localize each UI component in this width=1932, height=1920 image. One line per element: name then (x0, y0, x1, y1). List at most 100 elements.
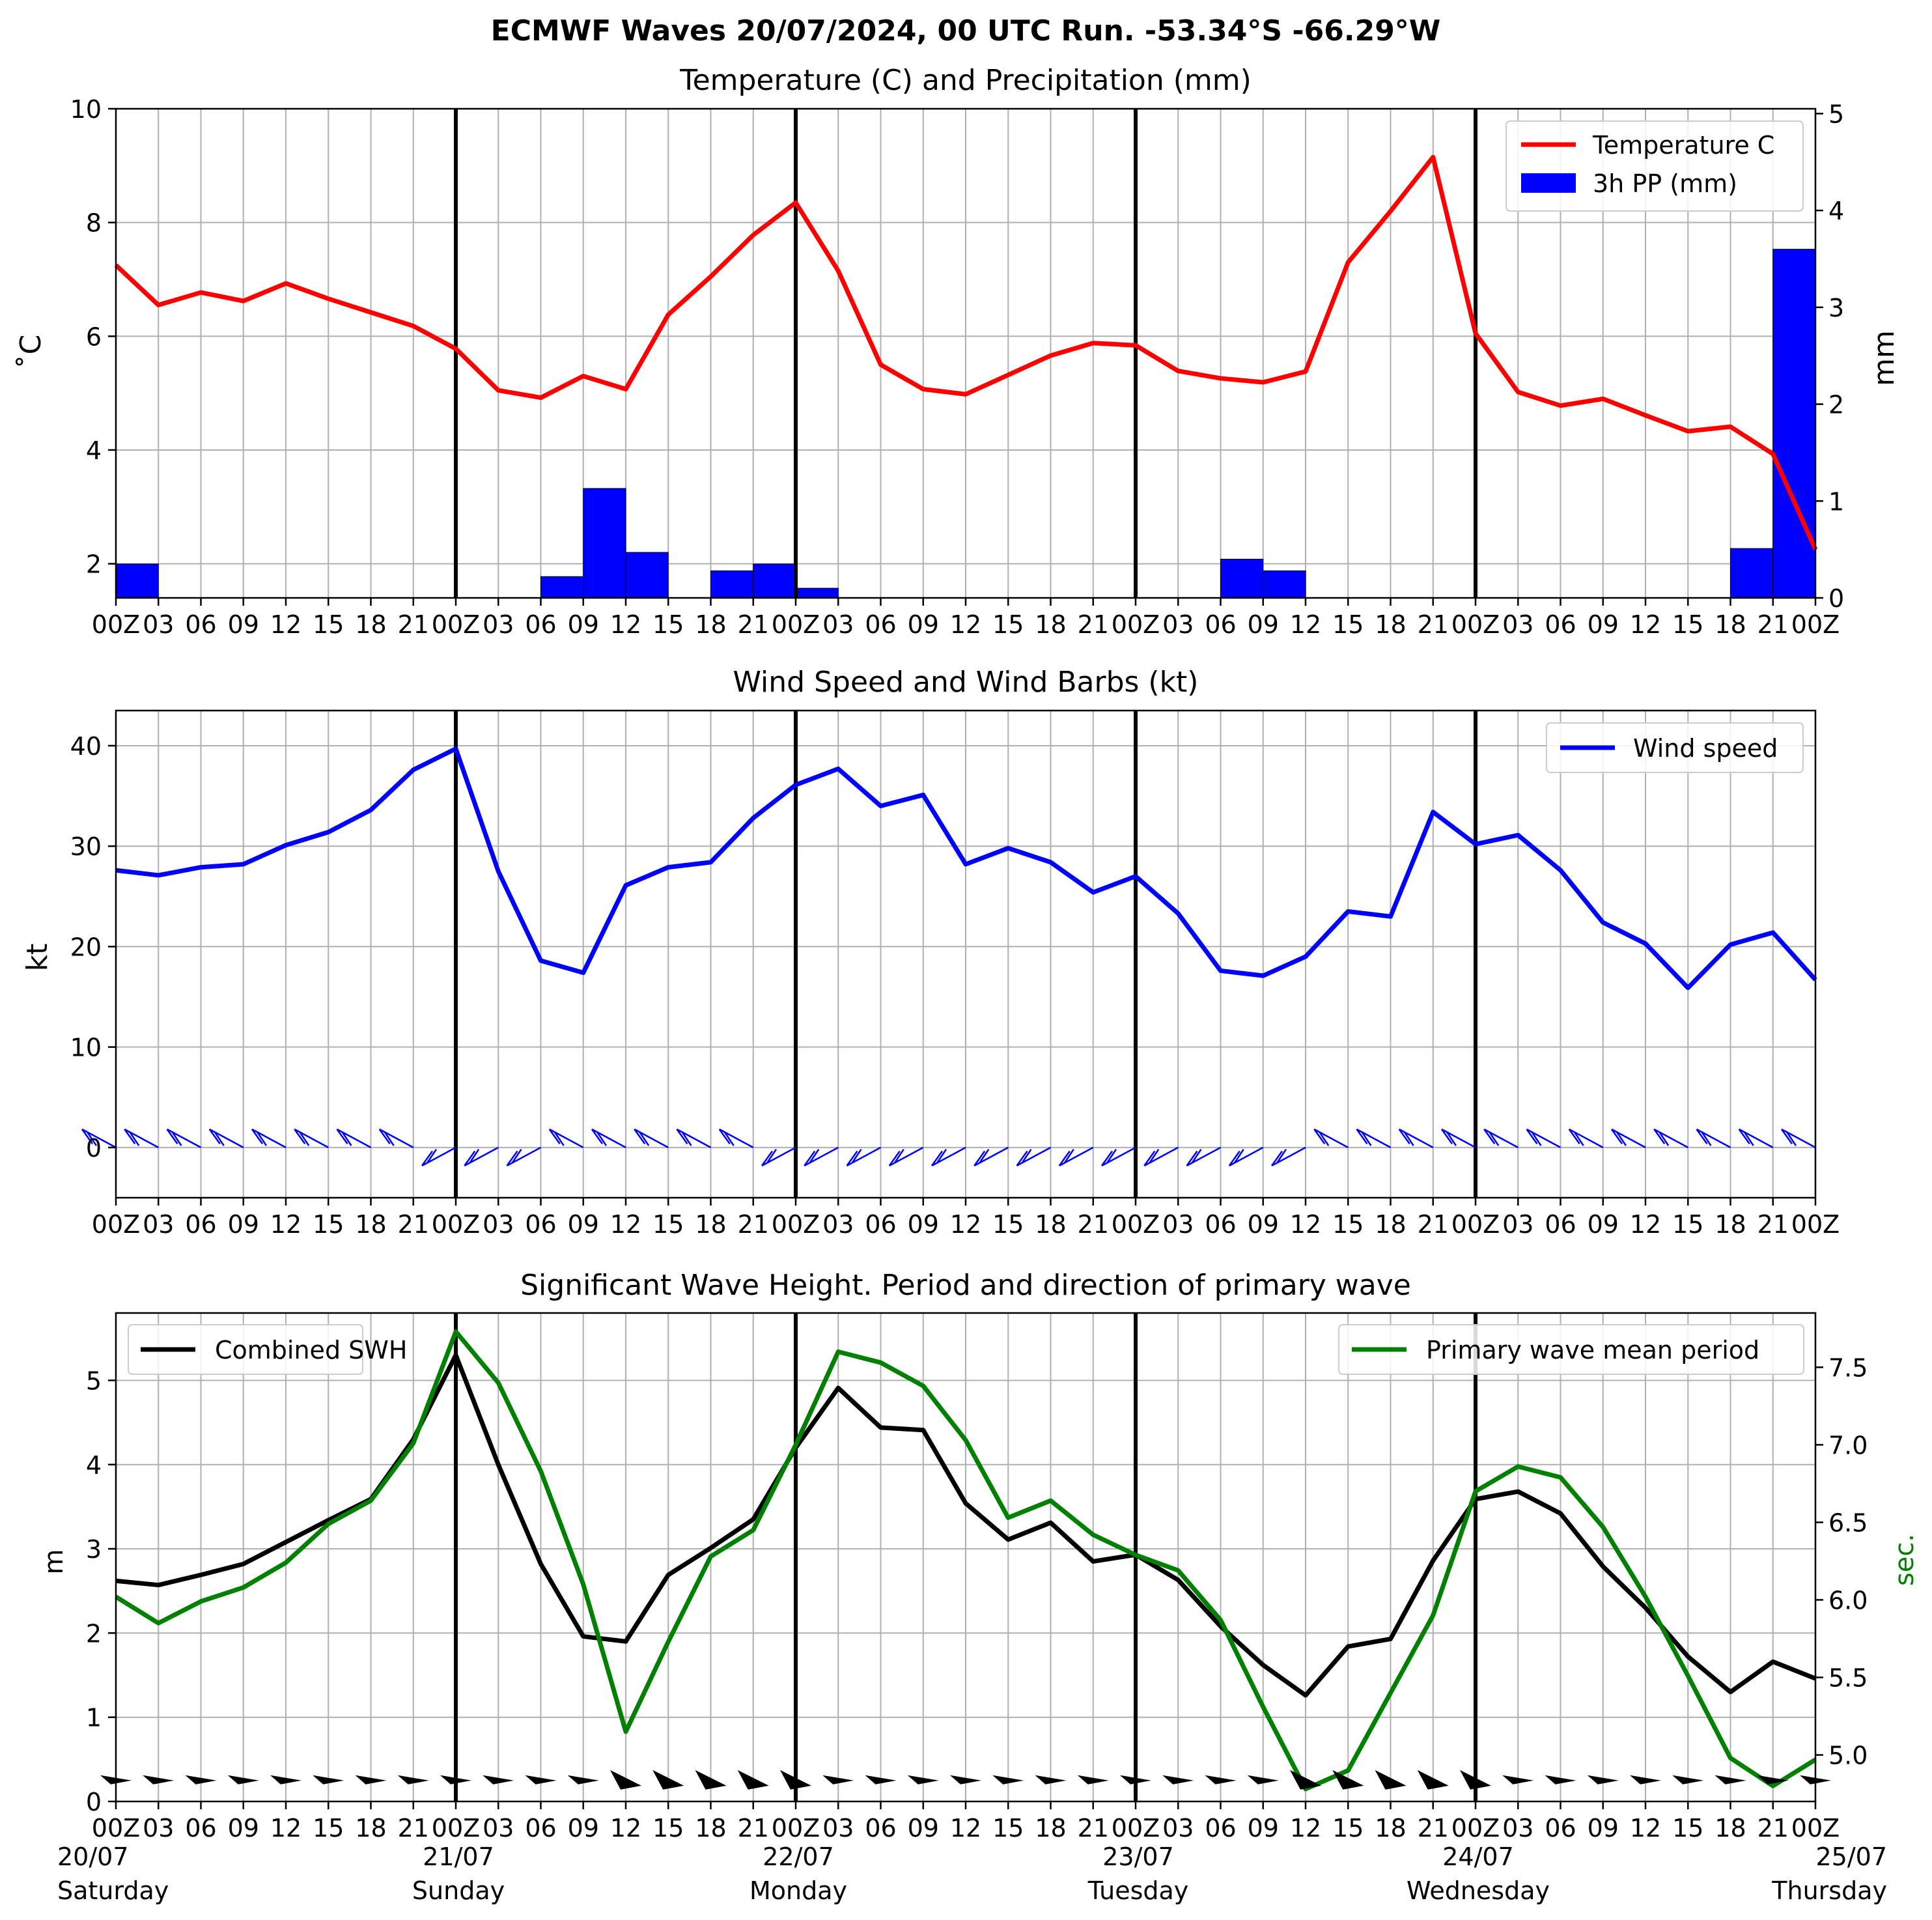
x-tick-label: 21 (1418, 610, 1449, 639)
barb-flag (846, 1150, 858, 1166)
wave-direction-arrow (1460, 1770, 1491, 1790)
barb-flag (384, 1131, 395, 1146)
x-tick-label: 06 (865, 1814, 896, 1842)
wind-barb (931, 1146, 966, 1166)
wind-barb (1398, 1128, 1434, 1148)
x-tick-label: 21 (738, 1210, 769, 1239)
legend-swh-label: Combined SWH (215, 1336, 407, 1364)
barb-shaft (1653, 1128, 1688, 1148)
panel2-x-ticks: 00Z 03 06 09 12 15 18 21 00Z 03 06 09 12 15 18 21 00Z 03 0… (92, 1198, 1840, 1239)
precip-bar (710, 570, 754, 599)
wind-barb (846, 1146, 882, 1166)
barb-shaft (761, 1146, 796, 1166)
x-tick-label: 06 (525, 1210, 556, 1239)
barb-flag (426, 1148, 438, 1164)
day-label-date: 20/07 (57, 1842, 129, 1871)
y2-tick-label: 6.0 (1828, 1586, 1868, 1615)
figure-suptitle: ECMWF Waves 20/07/2024, 00 UTC Run. -53.… (491, 14, 1441, 48)
barb-shaft (1186, 1146, 1222, 1166)
barb-flag (1100, 1150, 1113, 1166)
barb-flag (1228, 1150, 1240, 1166)
wave-direction-arrow (355, 1775, 387, 1785)
y2-tick-label: 7.0 (1828, 1431, 1868, 1460)
panel2-y-ticks: 0 10 20 30 40 (70, 732, 116, 1163)
wave-direction-arrow (865, 1775, 897, 1785)
barb-flag (294, 1129, 306, 1145)
precip-bar (1730, 548, 1774, 599)
y2-tick-label: 6.5 (1828, 1508, 1868, 1537)
wave-direction-arrow (1417, 1770, 1449, 1790)
wave-panel: Significant Wave Height. Period and dire… (39, 1269, 1920, 1905)
panel3-y2-ticks: 5.0 5.5 6.0 6.5 7.0 7.5 (1815, 1353, 1868, 1770)
panel3-ylabel: m (39, 1549, 69, 1575)
barb-shaft (1569, 1128, 1604, 1148)
day-label-date: 23/07 (1102, 1842, 1174, 1871)
wind-barb (1143, 1146, 1179, 1166)
x-tick-label: 06 (865, 610, 896, 639)
wind-barb (421, 1146, 456, 1166)
x-tick-label: 18 (1715, 1814, 1746, 1842)
x-tick-label: 09 (568, 610, 599, 639)
x-tick-label: 12 (1630, 1210, 1661, 1239)
wave-direction-arrow (1290, 1770, 1321, 1790)
barb-flag (553, 1131, 565, 1146)
y2-tick-label: 2 (1828, 391, 1844, 419)
wave-direction-arrow (1035, 1775, 1067, 1785)
x-tick-label: 12 (610, 610, 641, 639)
barb-flag (893, 1148, 904, 1164)
y-tick-label: 4 (86, 1451, 102, 1480)
x-tick-label: 09 (1588, 1814, 1619, 1842)
wave-direction-arrow (1247, 1775, 1279, 1785)
wave-direction-arrow (397, 1775, 429, 1785)
wave-direction-arrow (1162, 1775, 1194, 1785)
x-tick-label: 00Z (1451, 1210, 1500, 1239)
x-tick-label: 03 (822, 1210, 854, 1239)
panel2-grid (116, 711, 1815, 1198)
wave-direction-arrow (695, 1770, 727, 1790)
legend-period-label: Primary wave mean period (1426, 1336, 1759, 1364)
y-tick-label: 2 (86, 1619, 102, 1648)
day-label-date: 21/07 (423, 1842, 494, 1871)
x-tick-label: 12 (610, 1210, 641, 1239)
x-tick-label: 06 (1545, 610, 1576, 639)
x-tick-label: 09 (228, 610, 259, 639)
barb-flag (1276, 1148, 1287, 1164)
x-tick-label: 03 (143, 1814, 174, 1842)
barb-shaft (973, 1146, 1009, 1166)
x-tick-label: 09 (1248, 610, 1279, 639)
y-tick-label: 10 (70, 95, 102, 124)
panel1-frame (115, 107, 1817, 599)
x-tick-label: 12 (950, 1210, 981, 1239)
wind-barb (1696, 1128, 1731, 1148)
x-tick-label: 00Z (772, 1814, 820, 1842)
x-tick-label: 18 (1715, 1210, 1746, 1239)
x-tick-label: 03 (483, 1210, 514, 1239)
x-tick-label: 21 (398, 1210, 429, 1239)
y-tick-label: 40 (70, 732, 102, 761)
x-tick-label: 00Z (1112, 610, 1160, 639)
barb-flag (1143, 1150, 1156, 1166)
x-tick-label: 00Z (1451, 1814, 1500, 1842)
panel1-title: Temperature (C) and Precipitation (mm) (679, 64, 1252, 97)
wind-barb (1738, 1128, 1774, 1148)
wind-barb (804, 1146, 839, 1166)
wind-barb (718, 1128, 754, 1148)
panel1-y2-ticks: 0 1 2 3 4 5 (1815, 100, 1844, 613)
x-tick-label: 15 (313, 1814, 344, 1842)
temperature-precip-panel: Temperature (C) and Precipitation (mm) ˚… (14, 64, 1901, 639)
x-tick-label: 06 (185, 1814, 216, 1842)
wave-direction-arrow (1672, 1775, 1704, 1785)
barb-flag (591, 1129, 604, 1145)
y-tick-label: 1 (86, 1704, 102, 1732)
barb-flag (1526, 1129, 1538, 1145)
x-tick-label: 00Z (92, 1210, 140, 1239)
precip-bar (540, 576, 584, 599)
y-tick-label: 30 (70, 832, 102, 861)
x-tick-label: 21 (738, 610, 769, 639)
y-tick-label: 0 (86, 1788, 102, 1816)
x-tick-label: 15 (313, 1210, 344, 1239)
x-tick-label: 18 (1375, 1210, 1406, 1239)
barb-shaft (1059, 1146, 1094, 1166)
barb-flag (1191, 1148, 1202, 1164)
wind-panel: Wind Speed and Wind Barbs (kt) kt 0 10 20 3… (21, 666, 1840, 1239)
